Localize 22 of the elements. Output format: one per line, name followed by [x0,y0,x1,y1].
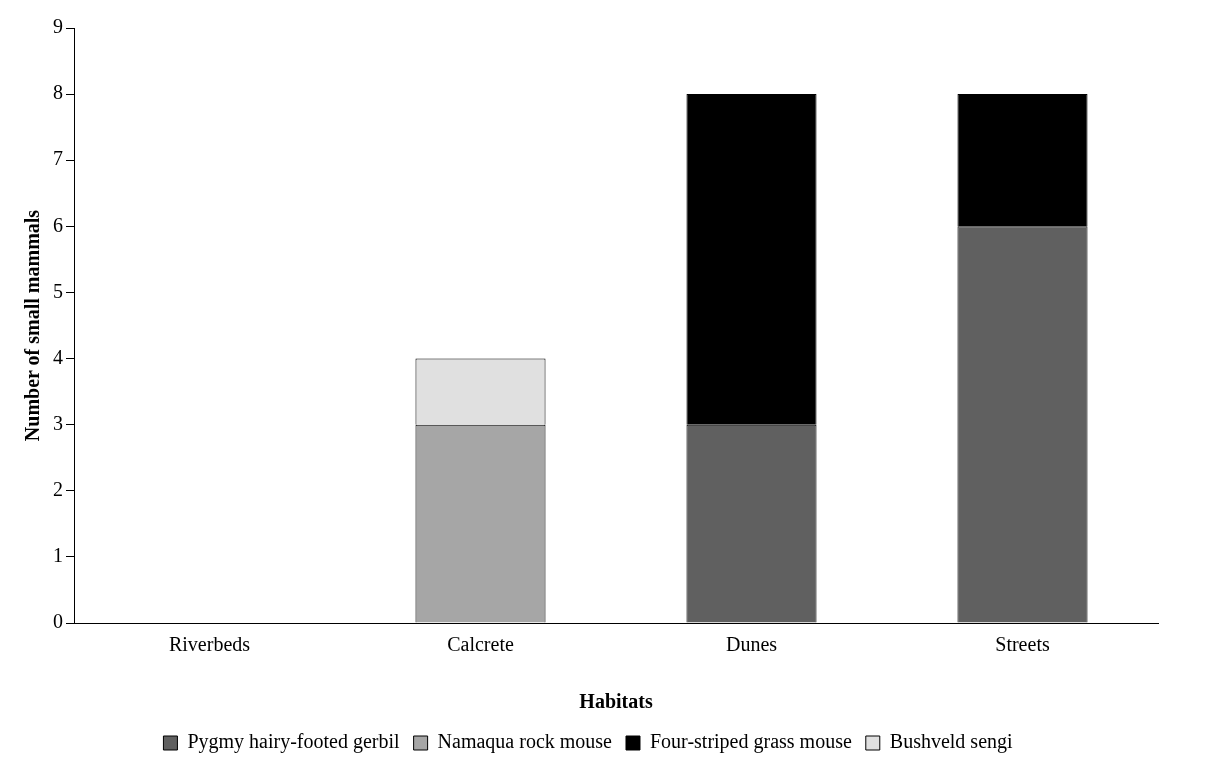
y-tick-label: 6 [53,213,63,236]
y-tick-label: 9 [53,15,63,38]
x-tick-label: Riverbeds [168,633,251,656]
legend-label: Bushveld sengi [889,730,1014,754]
x-tick-label: Streets [995,633,1050,656]
y-tick-label: 8 [53,81,63,104]
bar [686,94,817,425]
legend-label: Pygmy hairy-footed gerbil [187,730,401,754]
y-tick-label: 1 [53,544,63,567]
y-tick-label: 7 [53,147,63,170]
legend-label: Namaqua rock mouse [437,730,613,754]
y-tick-label: 3 [53,411,63,434]
x-tick-label: Dunes [725,633,778,656]
bar [957,94,1088,227]
legend-label: Four-striped grass mouse [650,730,852,754]
x-axis-title: Habitats [579,690,653,713]
y-tick-label: 0 [53,610,63,633]
y-axis-title: Number of small mammals [21,209,44,442]
x-tick-label: Calcrete [447,633,514,656]
y-tick-label: 5 [53,279,63,302]
y-tick-label: 4 [53,345,63,368]
y-tick-label: 2 [53,478,63,501]
